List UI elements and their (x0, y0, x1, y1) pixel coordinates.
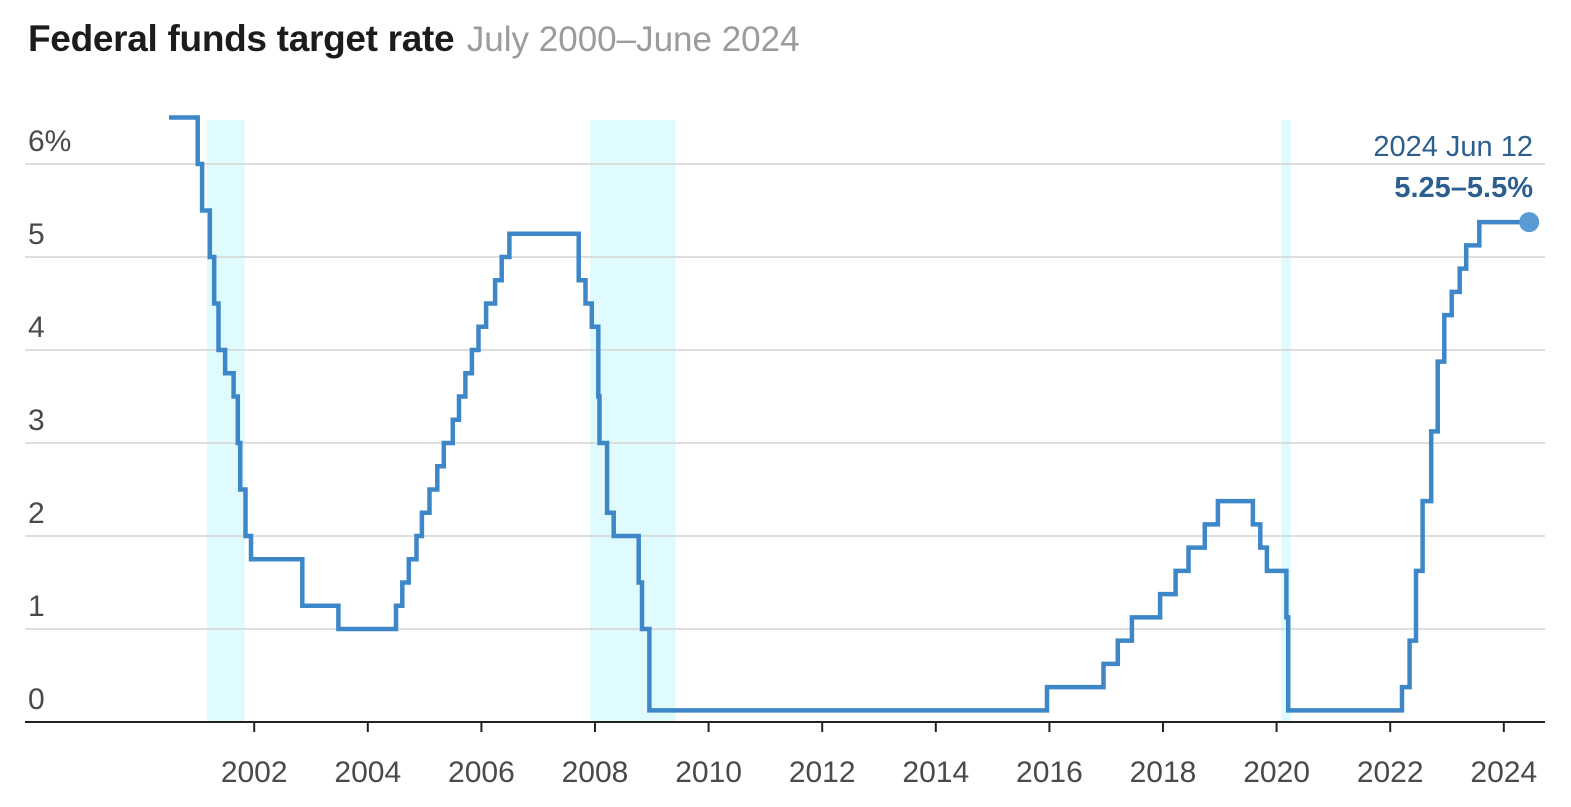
annotation-value: 5.25–5.5% (1394, 172, 1533, 204)
recession-band (1281, 120, 1291, 722)
x-tick-label: 2002 (221, 756, 288, 789)
x-tick-label: 2014 (902, 756, 969, 789)
x-tick-label: 2008 (562, 756, 629, 789)
y-tick-label: 0 (28, 683, 45, 716)
y-tick-label: 3 (28, 404, 45, 437)
chart-subtitle: July 2000–June 2024 (466, 20, 800, 59)
x-tick-label: 2024 (1470, 756, 1537, 789)
x-tick-label: 2020 (1243, 756, 1310, 789)
x-tick-label: 2012 (789, 756, 856, 789)
chart-title: Federal funds target rate (28, 18, 455, 59)
x-tick-label: 2016 (1016, 756, 1083, 789)
recession-band (590, 120, 676, 722)
y-tick-label: 1 (28, 590, 45, 623)
y-tick-label: 4 (28, 311, 45, 344)
annotation-date: 2024 Jun 12 (1373, 131, 1533, 163)
x-tick-label: 2010 (675, 756, 742, 789)
y-tick-label: 5 (28, 218, 45, 251)
x-tick-label: 2022 (1357, 756, 1424, 789)
x-tick-label: 2004 (334, 756, 401, 789)
endpoint-marker (1519, 212, 1540, 233)
rate-line (169, 115, 1530, 713)
y-tick-label: 2 (28, 497, 45, 530)
chart-header: Federal funds target rate July 2000–June… (28, 18, 800, 60)
y-tick-label: 6% (28, 125, 71, 158)
x-tick-label: 2006 (448, 756, 515, 789)
x-tick-label: 2018 (1130, 756, 1197, 789)
